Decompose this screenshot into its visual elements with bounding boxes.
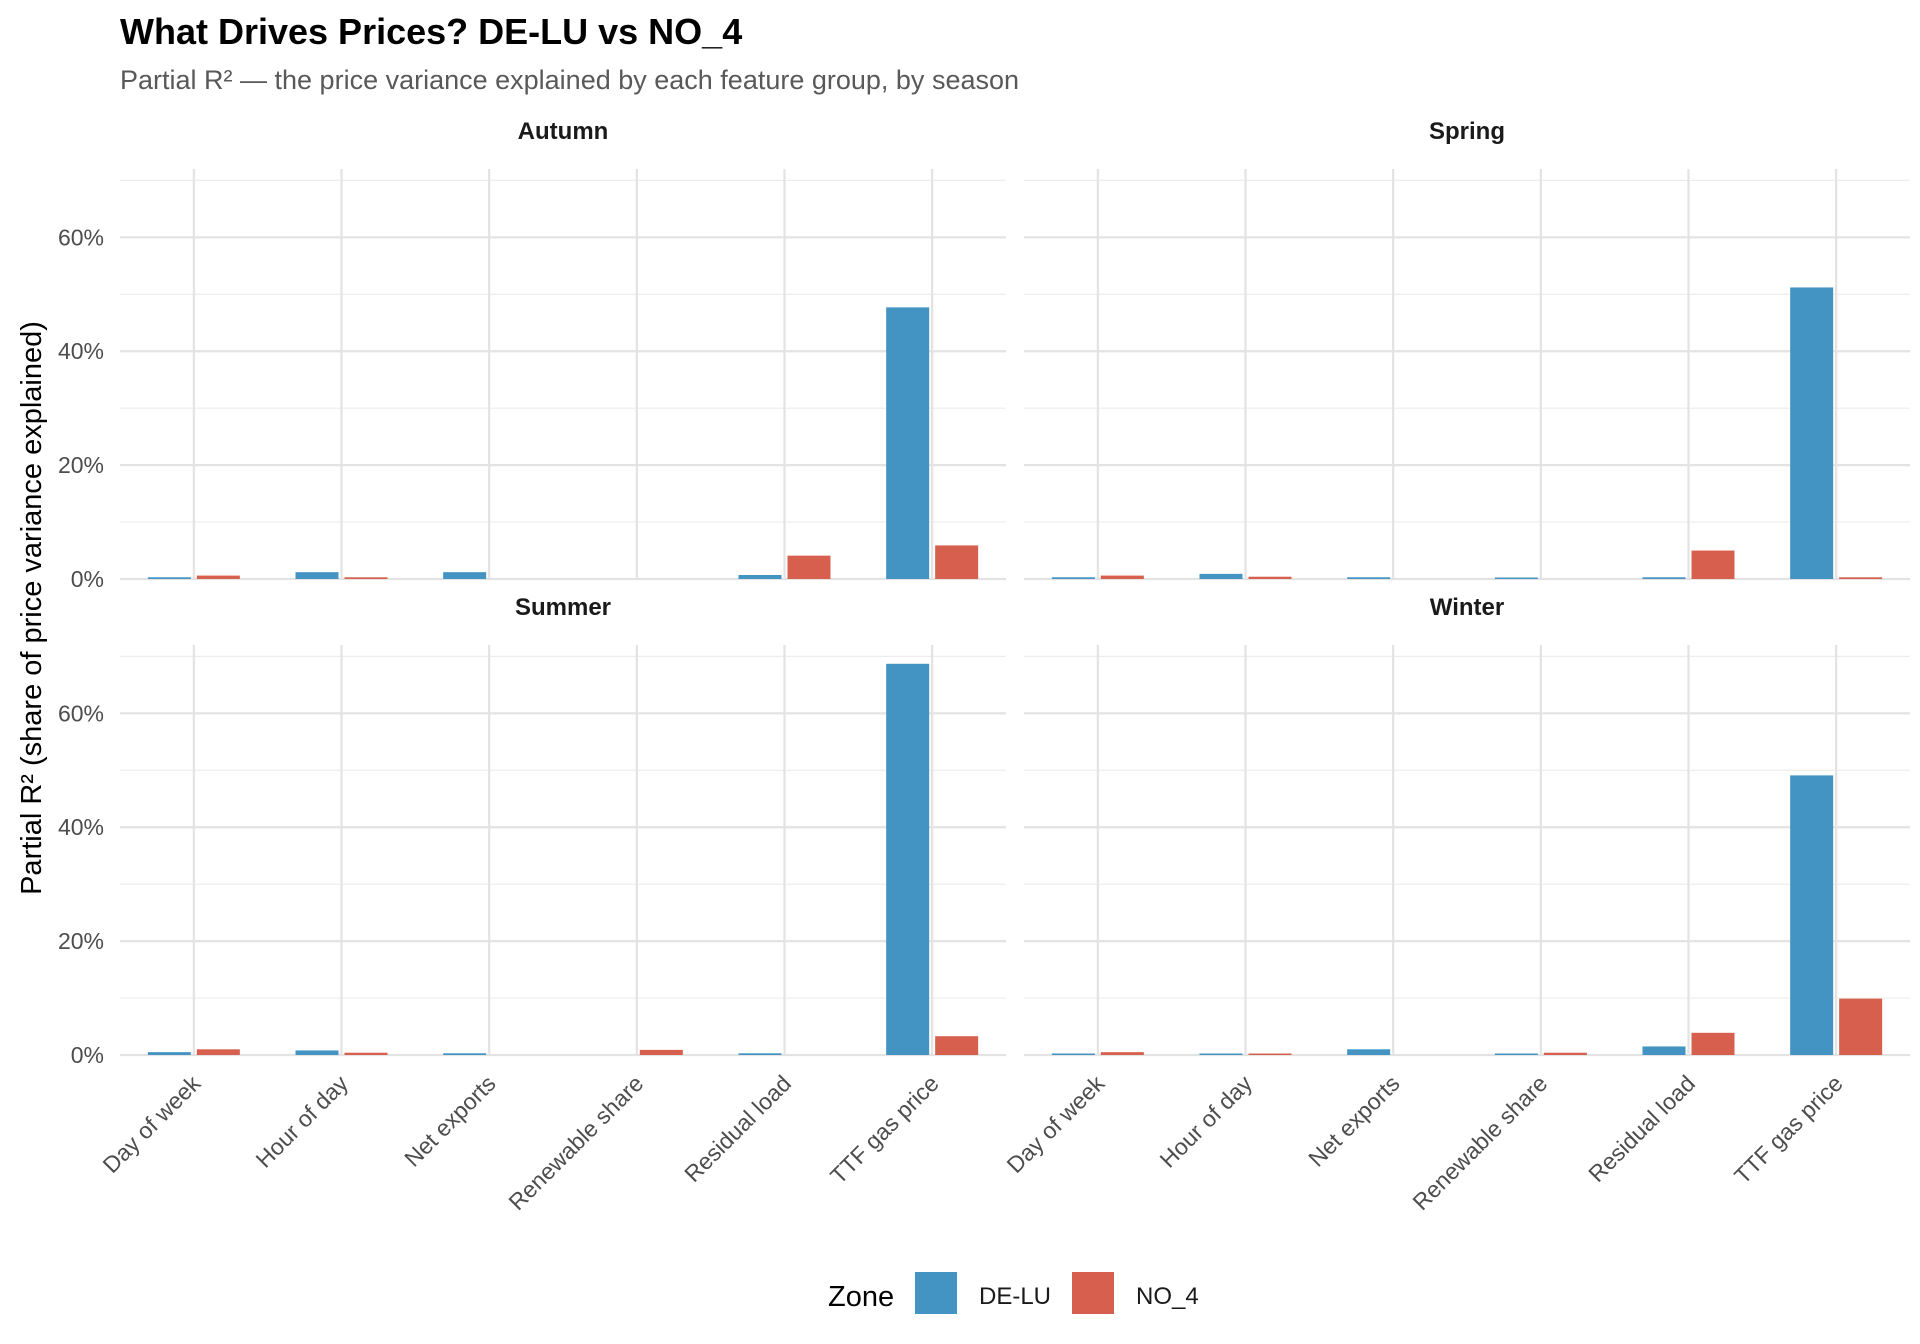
x-tick-label: TTF gas price (825, 1070, 944, 1189)
legend-key-no-4 (1072, 1272, 1114, 1314)
y-tick-label: 0% (71, 566, 104, 592)
x-tick-label: Renewable share (503, 1070, 648, 1215)
panel-spring: Spring (1024, 118, 1910, 581)
bar-summer-de-lu-day-of-week (147, 1052, 191, 1055)
legend-label-de-lu: DE-LU (979, 1283, 1051, 1310)
bar-spring-de-lu-day-of-week (1051, 577, 1095, 579)
x-tick-label: Day of week (97, 1070, 205, 1178)
bar-autumn-no-4-residual-load (787, 555, 831, 579)
legend-title: Zone (828, 1281, 894, 1313)
y-tick-label: 20% (58, 928, 104, 954)
bar-winter-de-lu-net-exports (1347, 1049, 1391, 1055)
panel-title: Spring (1429, 118, 1505, 145)
y-tick-label: 60% (58, 224, 104, 250)
bar-summer-no-4-renewable-share (639, 1049, 683, 1055)
y-tick-label: 40% (58, 338, 104, 364)
bar-summer-de-lu-ttf-gas-price (886, 663, 930, 1055)
bar-spring-no-4-hour-of-day (1248, 576, 1292, 579)
x-tick-label: Net exports (1303, 1070, 1405, 1172)
bar-summer-no-4-hour-of-day (344, 1052, 388, 1055)
bar-autumn-no-4-hour-of-day (344, 577, 388, 579)
bar-autumn-de-lu-day-of-week (147, 577, 191, 579)
bar-spring-de-lu-ttf-gas-price (1790, 287, 1834, 579)
legend-key-de-lu (915, 1272, 957, 1314)
bar-autumn-de-lu-residual-load (738, 575, 782, 579)
bar-winter-de-lu-residual-load (1642, 1046, 1686, 1055)
bar-winter-no-4-renewable-share (1543, 1052, 1587, 1055)
panel-title: Autumn (518, 118, 609, 145)
panel-summer: Summer 0% 20% 40% 60% Day of week Hour of day N… (58, 594, 1006, 1215)
x-tick-label: Hour of day (1155, 1070, 1258, 1173)
bar-winter-de-lu-hour-of-day (1199, 1053, 1243, 1055)
x-tick-label: Renewable share (1407, 1070, 1552, 1215)
bar-winter-no-4-day-of-week (1100, 1052, 1144, 1055)
bar-spring-no-4-ttf-gas-price (1839, 577, 1883, 579)
bar-winter-de-lu-day-of-week (1051, 1053, 1095, 1055)
bar-autumn-no-4-day-of-week (196, 575, 240, 579)
bar-summer-no-4-day-of-week (196, 1049, 240, 1055)
x-tick-label: Net exports (399, 1070, 501, 1172)
x-tick-label: Residual load (1583, 1070, 1700, 1187)
bar-spring-de-lu-net-exports (1347, 577, 1391, 579)
bar-winter-no-4-hour-of-day (1248, 1053, 1292, 1055)
bar-winter-no-4-residual-load (1691, 1032, 1735, 1055)
y-tick-label: 60% (58, 700, 104, 726)
bar-summer-de-lu-residual-load (738, 1053, 782, 1055)
bar-autumn-no-4-ttf-gas-price (935, 545, 979, 579)
facet-panels: Autumn 0% 20% 40% 60% Spring Summer 0% 20% 40% 60%… (58, 118, 1910, 1215)
bar-spring-no-4-residual-load (1691, 550, 1735, 579)
bar-spring-de-lu-hour-of-day (1199, 573, 1243, 579)
bar-autumn-de-lu-ttf-gas-price (886, 307, 930, 579)
y-tick-label: 40% (58, 814, 104, 840)
x-tick-label: TTF gas price (1729, 1070, 1848, 1189)
y-tick-label: 0% (71, 1042, 104, 1068)
bar-summer-de-lu-hour-of-day (295, 1050, 339, 1055)
bar-winter-de-lu-renewable-share (1494, 1053, 1538, 1055)
bar-spring-de-lu-renewable-share (1494, 577, 1538, 579)
bar-winter-de-lu-ttf-gas-price (1790, 775, 1834, 1055)
chart-subtitle: Partial R² — the price variance explaine… (120, 65, 1019, 95)
panel-title: Winter (1430, 594, 1504, 621)
bar-winter-no-4-ttf-gas-price (1839, 998, 1883, 1055)
chart-title: What Drives Prices? DE-LU vs NO_4 (120, 11, 742, 52)
x-tick-label: Day of week (1001, 1070, 1109, 1178)
bar-summer-no-4-ttf-gas-price (935, 1036, 979, 1055)
x-tick-label: Residual load (679, 1070, 796, 1187)
legend: Zone DE-LU NO_4 (828, 1272, 1199, 1314)
legend-label-no-4: NO_4 (1136, 1283, 1199, 1310)
bar-spring-de-lu-residual-load (1642, 577, 1686, 579)
x-tick-label: Hour of day (251, 1070, 354, 1173)
bar-autumn-de-lu-net-exports (443, 572, 487, 579)
bar-autumn-de-lu-hour-of-day (295, 572, 339, 579)
panel-autumn: Autumn 0% 20% 40% 60% (58, 118, 1006, 592)
bar-spring-no-4-day-of-week (1100, 575, 1144, 579)
bar-summer-de-lu-net-exports (443, 1053, 487, 1055)
y-tick-label: 20% (58, 452, 104, 478)
panel-title: Summer (515, 594, 611, 621)
y-axis-label: Partial R² (share of price variance expl… (16, 321, 48, 895)
